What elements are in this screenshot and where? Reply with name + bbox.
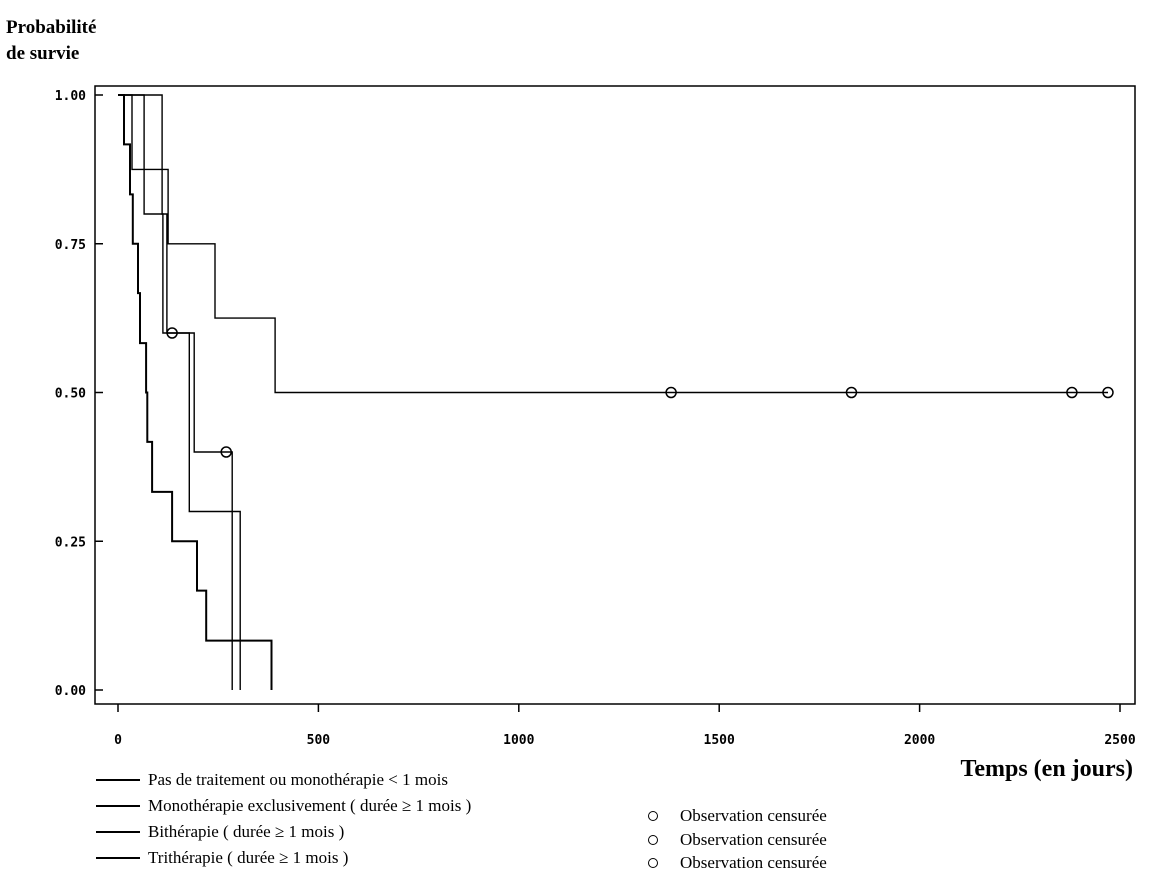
x-tick-label: 1000 bbox=[503, 733, 534, 748]
y-axis-title-line1: Probabilité bbox=[6, 17, 97, 38]
legend-censor-3: Observation censurée bbox=[648, 853, 827, 873]
y-tick-label: 0.50 bbox=[55, 387, 86, 402]
legend-item-4: Trithérapie ( durée ≥ 1 mois ) bbox=[96, 848, 348, 868]
censor-marker-icon bbox=[648, 811, 658, 821]
series-line-3 bbox=[118, 94, 1108, 394]
censor-marker-icon bbox=[648, 858, 658, 868]
legend-line-swatch bbox=[96, 857, 140, 859]
legend-label-4: Trithérapie ( durée ≥ 1 mois ) bbox=[148, 848, 349, 867]
censor-marker-icon bbox=[648, 835, 658, 845]
legend-label-2: Monothérapie exclusivement ( durée ≥ 1 m… bbox=[148, 796, 472, 815]
y-axis-ticks: 0.00 0.25 0.50 0.75 1.00 bbox=[55, 89, 103, 699]
y-tick-label: 0.00 bbox=[55, 684, 86, 699]
legend-line-swatch bbox=[96, 831, 140, 833]
legend-censor-label-2: Observation censurée bbox=[680, 830, 827, 849]
series-line-2 bbox=[118, 94, 233, 690]
x-tick-label: 0 bbox=[114, 733, 122, 748]
censored-point bbox=[845, 386, 858, 399]
x-tick-label: 2000 bbox=[904, 733, 935, 748]
censored-point bbox=[1102, 386, 1114, 399]
y-tick-label: 1.00 bbox=[55, 89, 86, 104]
legend-item-1: Pas de traitement ou monothérapie < 1 mo… bbox=[96, 770, 448, 790]
series-line-1 bbox=[118, 94, 273, 690]
legend-label-1: Pas de traitement ou monothérapie < 1 mo… bbox=[148, 770, 448, 789]
legend-item-2: Monothérapie exclusivement ( durée ≥ 1 m… bbox=[96, 796, 471, 816]
series-group bbox=[118, 94, 1114, 690]
legend-censor-2: Observation censurée bbox=[648, 830, 827, 850]
legend-censor-label-1: Observation censurée bbox=[680, 806, 827, 825]
plot-frame bbox=[94, 85, 1136, 705]
y-tick-label: 0.75 bbox=[55, 238, 86, 253]
x-tick-label: 1500 bbox=[704, 733, 735, 748]
legend-line-swatch bbox=[96, 779, 140, 781]
y-axis-title-line2: de survie bbox=[6, 43, 80, 64]
x-tick-label: 2500 bbox=[1104, 733, 1135, 748]
series-line-4 bbox=[118, 94, 241, 690]
x-axis-ticks: 0 500 1000 1500 2000 2500 bbox=[114, 704, 1136, 748]
y-tick-label: 0.25 bbox=[55, 535, 86, 550]
legend-line-swatch bbox=[96, 805, 140, 807]
censored-point bbox=[1066, 386, 1078, 399]
censored-point bbox=[665, 386, 677, 399]
legend-item-3: Bithérapie ( durée ≥ 1 mois ) bbox=[96, 822, 344, 842]
legend-censor-label-3: Observation censurée bbox=[680, 853, 827, 872]
censored-point bbox=[220, 446, 232, 458]
legend-label-3: Bithérapie ( durée ≥ 1 mois ) bbox=[148, 822, 345, 841]
x-axis-title: Temps (en jours) bbox=[960, 756, 1133, 782]
legend-censor-1: Observation censurée bbox=[648, 806, 827, 826]
x-tick-label: 500 bbox=[307, 733, 331, 748]
